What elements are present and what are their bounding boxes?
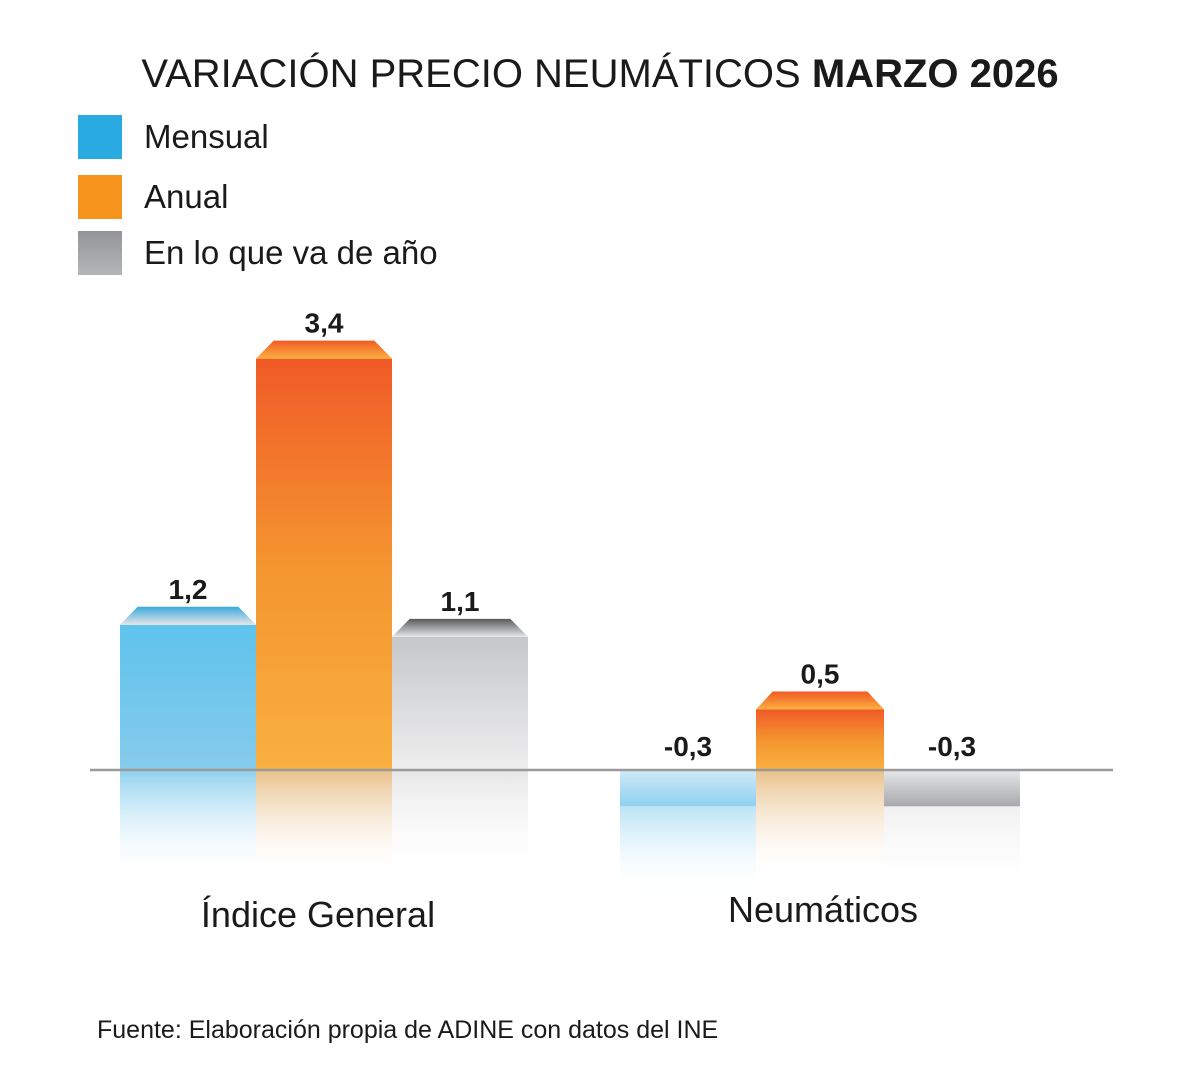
- bar-top-bevel: [392, 618, 528, 637]
- data-label: -0,3: [664, 731, 712, 762]
- bar-reflection: [392, 770, 528, 880]
- bar-top-bevel: [756, 691, 884, 710]
- data-label: 3,4: [305, 308, 344, 339]
- legend-swatch: [78, 115, 122, 159]
- source-note: Fuente: Elaboración propia de ADINE con …: [97, 1016, 719, 1044]
- category-label: Neumáticos: [728, 889, 918, 930]
- data-label: 1,2: [169, 574, 208, 605]
- data-label: 1,1: [441, 586, 480, 617]
- bar-reflection: [756, 770, 884, 880]
- bar-mensual: [620, 770, 756, 807]
- bar-mensual: [120, 624, 256, 770]
- legend-swatch: [78, 231, 122, 275]
- legend-item-ytd: En lo que va de año: [78, 231, 438, 275]
- bar-reflection: [884, 806, 1020, 897]
- bar-anual: [756, 709, 884, 770]
- legend-item-anual: Anual: [78, 175, 228, 219]
- bar-anual: [256, 358, 392, 770]
- bar-reflection: [120, 770, 256, 880]
- bar-top-bevel: [256, 340, 392, 359]
- bar-en-lo-que-va-de-año: [884, 770, 1020, 807]
- category-label: Índice General: [201, 894, 435, 935]
- bar-reflection: [620, 806, 756, 897]
- chart-title: VARIACIÓN PRECIO NEUMÁTICOS MARZO 2026: [141, 52, 1059, 96]
- legend-swatch: [78, 175, 122, 219]
- legend-item-mensual: Mensual: [78, 115, 269, 159]
- data-label: 0,5: [801, 659, 840, 690]
- bar-top-bevel: [120, 606, 256, 625]
- bar-reflection: [256, 770, 392, 880]
- data-label: -0,3: [928, 731, 976, 762]
- bar-en-lo-que-va-de-año: [392, 636, 528, 770]
